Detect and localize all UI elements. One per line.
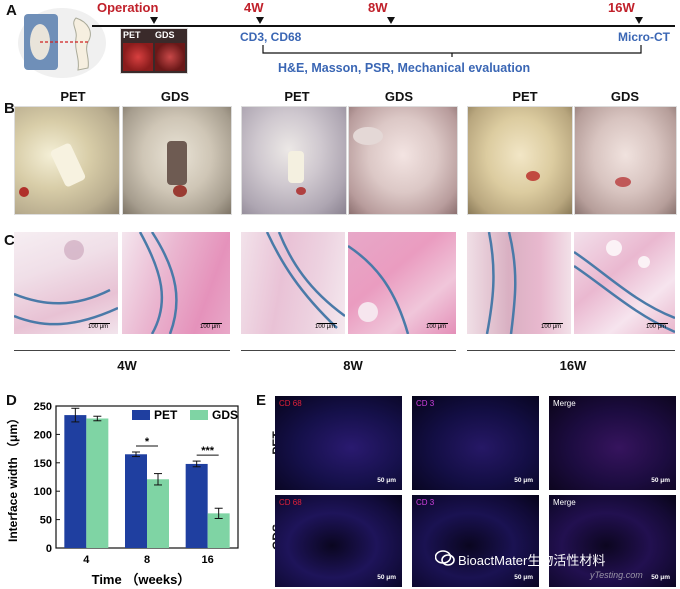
histology-pet-4w: 100 μm	[14, 232, 118, 334]
legend-label-gds: GDS	[212, 408, 238, 422]
photo-label-pet-4w: PET	[60, 89, 86, 104]
histology-pet-16w: 100 μm	[467, 232, 571, 334]
fluo-gds-merge: Merge 50 μm	[549, 495, 676, 587]
fluo-label-gds-cd68: CD 68	[279, 498, 302, 507]
knee-photo-pet-8w	[241, 106, 347, 215]
photo-label-pet-8w: PET	[284, 89, 310, 104]
group-line-8w	[241, 350, 456, 351]
y-tick-label: 50	[40, 515, 52, 527]
fluo-gds-cd3: CD 3 50 μm	[412, 495, 539, 587]
knee-photo-pet-4w	[14, 106, 120, 215]
panel-label-e: E	[256, 392, 267, 409]
fluo-label-pet-cd3: CD 3	[416, 399, 435, 408]
wechat-icon	[434, 550, 455, 566]
knee-photo-gds-8w	[348, 106, 458, 215]
fluo-scale-pet-cd68: 50 μm	[377, 477, 396, 484]
bar-pet-4	[64, 415, 87, 548]
histology-scale-pet-16w: 100 μm	[541, 324, 562, 330]
timeline-16w-label: 16W	[608, 0, 635, 15]
photo-label-pet-16w: PET	[512, 89, 538, 104]
timeline-operation-label: Operation	[97, 0, 159, 15]
significance-label: *	[145, 436, 150, 448]
group-label-16w: 16W	[559, 358, 587, 373]
bar-gds-4	[86, 418, 109, 548]
histology-pet-8w: 100 μm	[241, 232, 345, 334]
histology-scale-pet-4w: 100 μm	[88, 324, 109, 330]
group-line-16w	[467, 350, 675, 351]
fluo-label-gds-merge: Merge	[553, 498, 576, 507]
timeline-axis	[92, 25, 675, 27]
histology-gds-4w: 100 μm	[122, 232, 230, 334]
group-label-4w: 4W	[117, 358, 137, 373]
fluo-scale-pet-cd3: 50 μm	[514, 477, 533, 484]
group-line-4w	[14, 350, 230, 351]
bar-gds-16	[207, 513, 230, 548]
y-tick-label: 250	[34, 401, 52, 413]
fluo-label-pet-cd68: CD 68	[279, 399, 302, 408]
fluo-scale-gds-cd3: 50 μm	[514, 574, 533, 581]
interface-width-chart: 0 50 100 150 200 250 Interface width （μm） Time …	[5, 401, 239, 587]
panel-label-c: C	[4, 232, 15, 249]
legend-label-pet: PET	[154, 408, 178, 422]
timeline-microct-label: Micro-CT	[618, 30, 670, 44]
x-tick-label: 4	[83, 554, 90, 566]
timeline-8w-label: 8W	[368, 0, 388, 15]
timeline-arrow-4w	[256, 17, 264, 24]
surgery-illustration	[18, 8, 106, 78]
fluo-gds-cd68: CD 68 50 μm	[275, 495, 402, 587]
x-tick-label: 16	[202, 554, 214, 566]
y-axis-label: Interface width （μm）	[5, 412, 20, 542]
timeline-bracket	[262, 44, 642, 57]
timeline-4w-label: 4W	[244, 0, 264, 15]
timeline-arrow-16w	[635, 17, 643, 24]
fluo-label-gds-cd3: CD 3	[416, 498, 435, 507]
significance-label: ***	[201, 445, 215, 457]
panel-label-b: B	[4, 100, 15, 117]
histology-scale-pet-8w: 100 μm	[315, 324, 336, 330]
fluo-scale-gds-merge: 50 μm	[651, 574, 670, 581]
photo-label-gds-4w: GDS	[160, 89, 190, 104]
inset-pet-label: PET	[123, 30, 141, 40]
x-axis-label: Time （weeks）	[92, 572, 191, 587]
histology-gds-16w: 100 μm	[574, 232, 675, 334]
histology-scale-gds-8w: 100 μm	[426, 324, 447, 330]
histology-gds-8w: 100 μm	[348, 232, 456, 334]
fluo-scale-gds-cd68: 50 μm	[377, 574, 396, 581]
group-label-8w: 8W	[343, 358, 363, 373]
photo-label-gds-8w: GDS	[384, 89, 414, 104]
knee-photo-gds-16w	[574, 106, 677, 215]
y-tick-label: 0	[46, 543, 52, 555]
y-tick-label: 100	[34, 486, 52, 498]
bar-gds-8	[147, 479, 169, 548]
timeline-arrow-8w	[387, 17, 395, 24]
bar-pet-16	[185, 463, 208, 548]
panel-label-a: A	[6, 2, 17, 19]
fluo-label-pet-merge: Merge	[553, 399, 576, 408]
timeline-bracket-label: H&E, Masson, PSR, Mechanical evaluation	[278, 61, 531, 75]
y-tick-label: 200	[34, 429, 52, 441]
panel-label-d: D	[6, 392, 17, 409]
timeline-arrow-operation	[150, 17, 158, 24]
inset-surgery-photo: PET GDS	[120, 28, 188, 74]
fluo-scale-pet-merge: 50 μm	[651, 477, 670, 484]
knee-photo-pet-16w	[467, 106, 573, 215]
fluo-pet-cd68: CD 68 50 μm	[275, 396, 402, 490]
watermark-sub: yTesting.com	[590, 570, 643, 580]
legend-swatch-pet	[132, 410, 150, 420]
photo-label-gds-16w: GDS	[610, 89, 640, 104]
x-tick-label: 8	[144, 554, 150, 566]
bar-pet-8	[125, 454, 147, 548]
fluo-pet-cd3: CD 3 50 μm	[412, 396, 539, 490]
y-tick-label: 150	[34, 458, 52, 470]
inset-gds-label: GDS	[155, 30, 175, 40]
fluo-pet-merge: Merge 50 μm	[549, 396, 676, 490]
histology-scale-gds-4w: 100 μm	[200, 324, 221, 330]
histology-scale-gds-16w: 100 μm	[646, 324, 667, 330]
legend-swatch-gds	[190, 410, 208, 420]
timeline-cd-label: CD3, CD68	[240, 30, 302, 44]
watermark-text: BioactMater生物活性材料	[458, 553, 606, 568]
knee-photo-gds-4w	[122, 106, 232, 215]
